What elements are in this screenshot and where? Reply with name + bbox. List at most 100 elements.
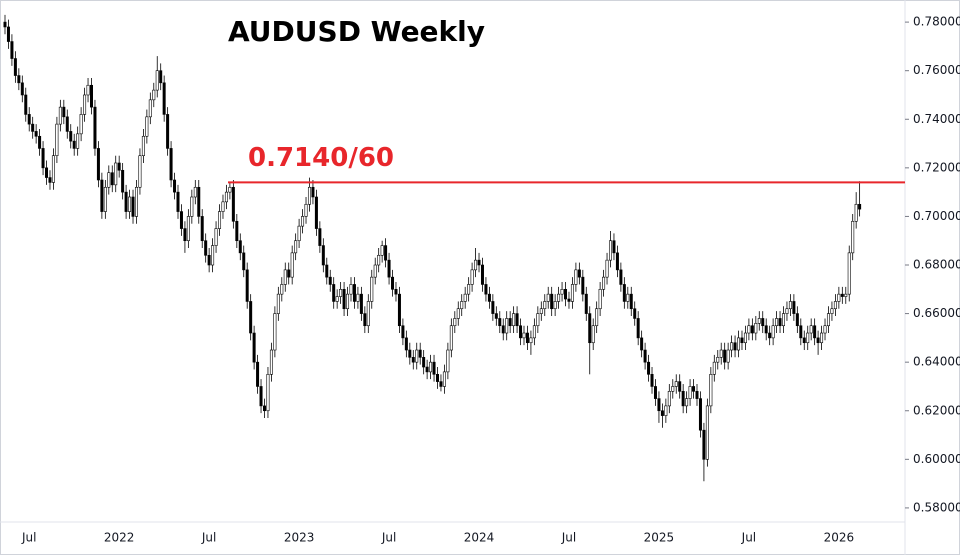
plot-area xyxy=(3,14,862,482)
candle-body xyxy=(10,41,14,59)
candle-body xyxy=(394,288,398,295)
candle-body xyxy=(546,293,550,302)
candle-body xyxy=(460,301,464,310)
candle-body xyxy=(626,293,630,302)
candle-body xyxy=(705,405,709,460)
candle-body xyxy=(619,269,623,285)
candle-body xyxy=(671,386,675,392)
candle-body xyxy=(273,313,277,351)
candle-body xyxy=(76,133,80,149)
candle-body xyxy=(311,186,315,198)
candle-body xyxy=(138,155,142,188)
candle-body xyxy=(847,252,851,295)
candle-body xyxy=(788,301,792,310)
candle-body xyxy=(166,114,170,149)
candle-body xyxy=(785,308,789,314)
candle-body xyxy=(304,203,308,217)
candle-body xyxy=(24,94,28,115)
candle-body xyxy=(377,254,381,266)
candle-body xyxy=(20,82,24,96)
y-tick-label: 0.62000 xyxy=(913,403,960,417)
candle-body xyxy=(90,84,94,108)
candle-body xyxy=(453,318,457,327)
candle-body xyxy=(328,276,332,285)
candle-body xyxy=(418,349,422,358)
candle-body xyxy=(256,361,260,387)
candle-body xyxy=(238,240,242,254)
candle-body xyxy=(487,293,491,302)
candle-body xyxy=(318,228,322,246)
candle-body xyxy=(373,264,377,278)
candle-body xyxy=(211,245,215,266)
candle-body xyxy=(290,252,294,278)
candle-body xyxy=(515,313,519,327)
x-tick-label: 2025 xyxy=(644,531,675,545)
candle-body xyxy=(640,337,644,351)
candle-body xyxy=(249,301,253,334)
candle-body xyxy=(564,288,568,300)
candle-body xyxy=(266,374,270,412)
candle-body xyxy=(193,186,197,198)
candle-body xyxy=(778,318,782,327)
candle-body xyxy=(391,276,395,290)
candle-body xyxy=(830,308,834,314)
candle-body xyxy=(162,82,166,115)
candle-body xyxy=(380,245,384,256)
candle-body xyxy=(242,252,246,271)
candle-body xyxy=(152,89,156,101)
candle-body xyxy=(802,337,806,344)
candle-body xyxy=(456,308,460,319)
candle-body xyxy=(197,186,201,217)
candle-body xyxy=(823,325,827,334)
candle-body xyxy=(709,374,713,407)
candle-body xyxy=(346,293,350,310)
candle-body xyxy=(761,318,765,327)
candle-body xyxy=(536,313,540,327)
x-tick-label: 2024 xyxy=(464,531,495,545)
candle-body xyxy=(539,308,543,314)
candle-body xyxy=(114,162,118,186)
candle-body xyxy=(674,381,678,387)
candle-body xyxy=(325,264,329,278)
candle-body xyxy=(321,245,325,266)
candle-body xyxy=(449,325,453,351)
candle-body xyxy=(806,332,810,344)
candle-body xyxy=(276,293,280,314)
candle-body xyxy=(404,337,408,351)
candle-body xyxy=(218,211,222,229)
y-tick-label: 0.78000 xyxy=(913,15,960,29)
candle-body xyxy=(145,116,149,137)
candle-body xyxy=(55,123,59,157)
candle-body xyxy=(581,276,585,295)
candle-body xyxy=(813,325,817,339)
candle-body xyxy=(532,325,536,339)
candle-body xyxy=(301,216,305,227)
candle-body xyxy=(733,342,737,351)
candle-body xyxy=(103,186,107,212)
candle-body xyxy=(615,252,619,271)
candle-body xyxy=(480,264,484,285)
candle-body xyxy=(408,349,412,358)
candle-body xyxy=(363,313,367,327)
candle-body xyxy=(678,381,682,392)
candle-body xyxy=(574,269,578,285)
candle-body xyxy=(110,172,114,186)
x-tick-label: 2022 xyxy=(104,531,135,545)
candle-body xyxy=(833,301,837,310)
candle-body xyxy=(851,220,855,254)
candle-body xyxy=(221,201,225,212)
candle-body xyxy=(297,225,301,242)
candle-body xyxy=(826,313,830,327)
x-tick-label: Jul xyxy=(201,531,216,545)
candle-body xyxy=(397,293,401,327)
candle-body xyxy=(508,318,512,327)
candle-body xyxy=(339,288,343,297)
candle-body xyxy=(252,332,256,363)
candle-body xyxy=(660,410,664,416)
candle-body xyxy=(512,313,516,327)
candle-body xyxy=(422,357,426,368)
candle-body xyxy=(844,293,848,297)
candle-body xyxy=(176,191,180,212)
